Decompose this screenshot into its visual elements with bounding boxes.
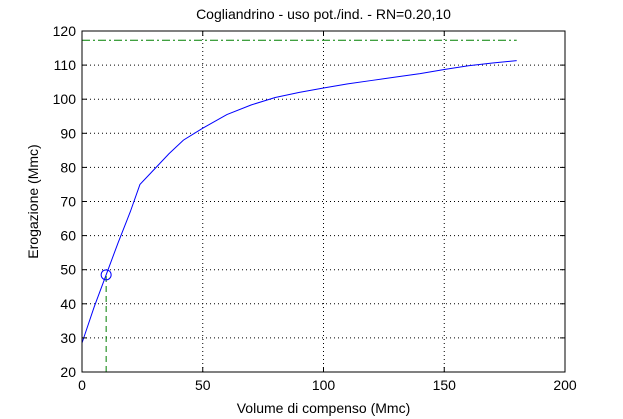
y-tick-label: 60: [60, 228, 76, 244]
y-axis-label: Erogazione (Mmc): [25, 144, 41, 258]
x-tick-label: 200: [553, 377, 577, 393]
x-tick-label: 100: [312, 377, 336, 393]
chart-title: Cogliandrino - uso pot./ind. - RN=0.20,1…: [196, 6, 451, 22]
y-tick-label: 120: [53, 23, 77, 39]
y-tick-label: 50: [60, 262, 76, 278]
y-tick-label: 70: [60, 194, 76, 210]
x-tick-label: 50: [195, 377, 211, 393]
x-tick-label: 0: [78, 377, 86, 393]
y-tick-label: 100: [53, 91, 77, 107]
y-tick-label: 30: [60, 330, 76, 346]
x-axis-label: Volume di compenso (Mmc): [237, 400, 411, 416]
series-line: [81, 60, 517, 344]
data-series: [81, 60, 517, 344]
data-markers: [100, 269, 112, 281]
x-tick-label: 150: [433, 377, 457, 393]
grid-lines: [82, 31, 565, 372]
y-tick-label: 90: [60, 125, 76, 141]
axis-ticks: 0 50 100 150 200 20 30 40 50 60 70 80 90 100 110 120: [53, 23, 577, 393]
y-tick-label: 110: [54, 57, 77, 73]
y-tick-label: 80: [60, 159, 76, 175]
y-tick-label: 40: [60, 296, 76, 312]
reference-lines: [82, 39, 517, 372]
circle-marker: [100, 269, 112, 281]
y-tick-label: 20: [60, 364, 76, 380]
